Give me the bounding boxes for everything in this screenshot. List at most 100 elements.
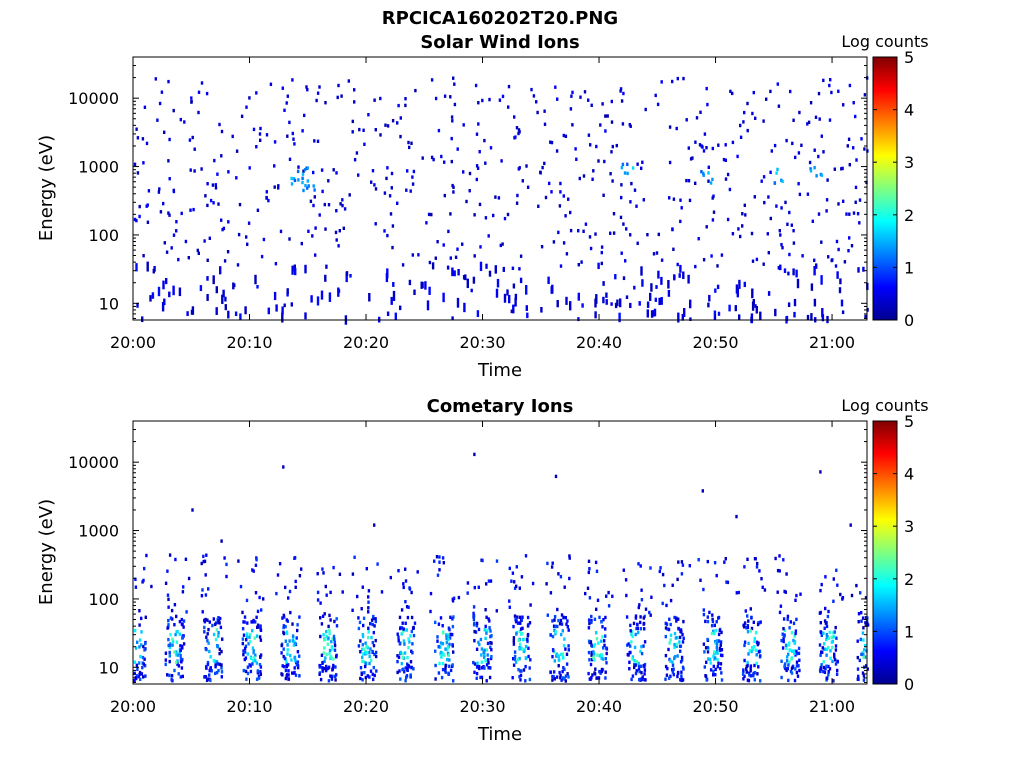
- heatmap-cell: [793, 678, 797, 683]
- heatmap-cell: [321, 189, 324, 194]
- heatmap-cell: [836, 668, 839, 673]
- heatmap-cell: [373, 183, 376, 187]
- heatmap-cell: [667, 290, 671, 297]
- heatmap-cell: [669, 659, 672, 663]
- heatmap-cell: [323, 612, 326, 616]
- heatmap-cell: [537, 204, 540, 208]
- heatmap-cell: [477, 640, 480, 645]
- heatmap-cell: [296, 169, 300, 174]
- heatmap-cell: [204, 573, 207, 577]
- heatmap-cell: [703, 650, 706, 654]
- heatmap-cell: [313, 195, 316, 199]
- heatmap-cell: [592, 656, 595, 660]
- heatmap-cell: [561, 669, 564, 674]
- heatmap-cell: [759, 679, 762, 683]
- heatmap-cell: [785, 138, 788, 143]
- heatmap-cell: [478, 666, 481, 671]
- heatmap-cell: [205, 666, 208, 670]
- heatmap-cell: [475, 132, 479, 136]
- heatmap-cell: [638, 301, 641, 306]
- heatmap-cell: [510, 309, 513, 314]
- heatmap-cell: [797, 182, 800, 186]
- heatmap-cell: [629, 623, 632, 628]
- heatmap-cell: [251, 629, 254, 633]
- heatmap-cell: [790, 666, 794, 670]
- heatmap-cell: [451, 183, 454, 188]
- heatmap-cell: [822, 665, 826, 670]
- x-tick-label: 20:30: [459, 697, 505, 716]
- heatmap-cell: [775, 204, 778, 208]
- heatmap-cell: [472, 611, 475, 616]
- heatmap-cell: [190, 99, 193, 104]
- heatmap-cell: [439, 650, 443, 655]
- heatmap-cell: [443, 193, 446, 198]
- heatmap-cell: [862, 638, 865, 642]
- heatmap-cell: [864, 314, 867, 319]
- heatmap-cell: [253, 636, 256, 640]
- heatmap-cell: [513, 614, 517, 618]
- heatmap-cell: [255, 677, 259, 681]
- heatmap-cell: [820, 650, 823, 654]
- heatmap-cell: [483, 648, 486, 652]
- heatmap-cell: [787, 652, 790, 656]
- heatmap-cell: [614, 302, 618, 309]
- heatmap-cell: [819, 665, 823, 670]
- heatmap-cell: [357, 626, 361, 631]
- heatmap-cell: [446, 265, 450, 270]
- heatmap-cell: [628, 660, 631, 664]
- heatmap-cell: [833, 630, 836, 634]
- heatmap-cell: [700, 170, 703, 174]
- heatmap-cell: [276, 573, 280, 577]
- heatmap-cell: [667, 280, 670, 289]
- heatmap-cell: [715, 639, 719, 643]
- heatmap-cell: [246, 665, 250, 669]
- colorbar-tick-label: 0: [904, 675, 914, 694]
- heatmap-cell: [286, 94, 289, 98]
- heatmap-cell: [386, 166, 389, 170]
- heatmap-cell: [449, 256, 452, 260]
- heatmap-cell: [527, 623, 530, 627]
- heatmap-cell: [663, 583, 666, 588]
- heatmap-cell: [222, 226, 226, 231]
- heatmap-cell: [809, 169, 813, 173]
- heatmap-cell: [242, 620, 245, 624]
- heatmap-cell: [307, 184, 310, 188]
- heatmap-cell: [622, 91, 625, 96]
- heatmap-cell: [324, 101, 327, 105]
- heatmap-cell: [824, 575, 827, 579]
- heatmap-cell: [588, 235, 592, 239]
- heatmap-cell: [687, 179, 691, 183]
- heatmap-cell: [449, 632, 452, 637]
- heatmap-cell: [362, 652, 365, 656]
- heatmap-cell: [826, 635, 829, 639]
- heatmap-cell: [251, 620, 254, 624]
- heatmap-cell: [620, 165, 624, 170]
- heatmap-cell: [714, 628, 718, 633]
- heatmap-cell: [566, 619, 569, 623]
- heatmap-cell: [371, 640, 374, 645]
- heatmap-cell: [797, 151, 801, 155]
- heatmap-cell: [436, 240, 439, 244]
- heatmap-cell: [361, 659, 364, 664]
- heatmap-cell: [441, 667, 445, 672]
- heatmap-cell: [821, 314, 825, 322]
- heatmap-cell: [685, 178, 688, 183]
- heatmap-cell: [400, 608, 404, 612]
- heatmap-cell: [291, 634, 295, 638]
- x-tick-label: 21:00: [809, 333, 855, 352]
- heatmap-cell: [640, 671, 643, 675]
- heatmap-cell: [789, 89, 792, 94]
- heatmap-cell: [562, 133, 565, 138]
- heatmap-cell: [432, 157, 435, 162]
- heatmap-cell: [762, 119, 765, 123]
- heatmap-cell: [577, 263, 580, 267]
- xlabel-solar-wind: Time: [477, 360, 522, 381]
- heatmap-cell: [166, 626, 169, 630]
- xlabel-cometary: Time: [477, 724, 522, 745]
- heatmap-cell: [640, 651, 644, 656]
- heatmap-cell: [852, 146, 855, 150]
- heatmap-cell: [852, 101, 855, 105]
- heatmap-cell: [300, 241, 303, 246]
- heatmap-cell: [702, 149, 706, 153]
- x-tick-label: 20:20: [343, 333, 389, 352]
